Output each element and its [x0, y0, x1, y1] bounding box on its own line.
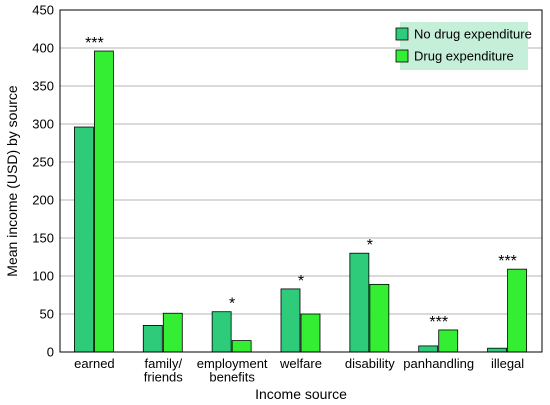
x-tick-label: disability [345, 356, 395, 371]
bar [438, 329, 459, 353]
y-tick-label: 350 [32, 79, 54, 94]
bar [162, 312, 183, 353]
bar [300, 313, 321, 353]
significance-marker: * [229, 296, 235, 313]
y-tick-label: 250 [32, 155, 54, 170]
significance-marker: *** [498, 253, 517, 270]
x-tick-label: welfare [279, 356, 322, 371]
y-axis-label: Mean income (USD) by source [4, 85, 20, 277]
legend-swatch [395, 27, 409, 41]
legend-label: No drug expenditure [414, 27, 532, 42]
y-tick-label: 150 [32, 231, 54, 246]
legend-label: Drug expenditure [414, 49, 514, 64]
legend: No drug expenditure Drug expenditure [395, 22, 532, 70]
y-tick-label: 200 [32, 193, 54, 208]
x-tick-label: benefits [209, 370, 255, 385]
y-tick-labels: 0 50 100 150 200 250 300 350 400 450 [32, 3, 54, 360]
x-tick-label: friends [144, 370, 184, 385]
significance-marker: *** [85, 35, 104, 52]
x-tick-label: earned [74, 356, 114, 371]
x-tick-label: employment [197, 356, 268, 371]
plot-frame [59, 9, 543, 353]
significance-marker: *** [429, 314, 448, 331]
bar [280, 288, 301, 353]
bar [74, 126, 94, 353]
x-tick-label: family/ [145, 356, 183, 371]
bars [74, 50, 527, 353]
x-tick-label: panhandling [403, 356, 474, 371]
y-tick-label: 300 [32, 117, 54, 132]
bar [142, 324, 163, 353]
bar [211, 311, 232, 353]
bar [418, 345, 439, 353]
bar [507, 268, 527, 353]
legend-swatch [395, 49, 409, 63]
significance-marker: * [298, 273, 304, 290]
bar [231, 340, 252, 353]
bar [487, 347, 507, 353]
significance-marker: * [367, 237, 373, 254]
x-axis-label: Income source [255, 386, 347, 402]
bar [349, 252, 370, 353]
y-tick-label: 0 [47, 345, 54, 360]
significance-markers: ************ [85, 35, 517, 331]
bar [94, 50, 114, 353]
legend-background [400, 22, 528, 70]
y-tick-label: 50 [40, 307, 54, 322]
bar [369, 283, 390, 353]
x-tick-label: illegal [491, 356, 524, 371]
y-tick-label: 400 [32, 41, 54, 56]
y-tick-label: 450 [32, 3, 54, 18]
gridlines [60, 47, 542, 315]
y-tick-label: 100 [32, 269, 54, 284]
